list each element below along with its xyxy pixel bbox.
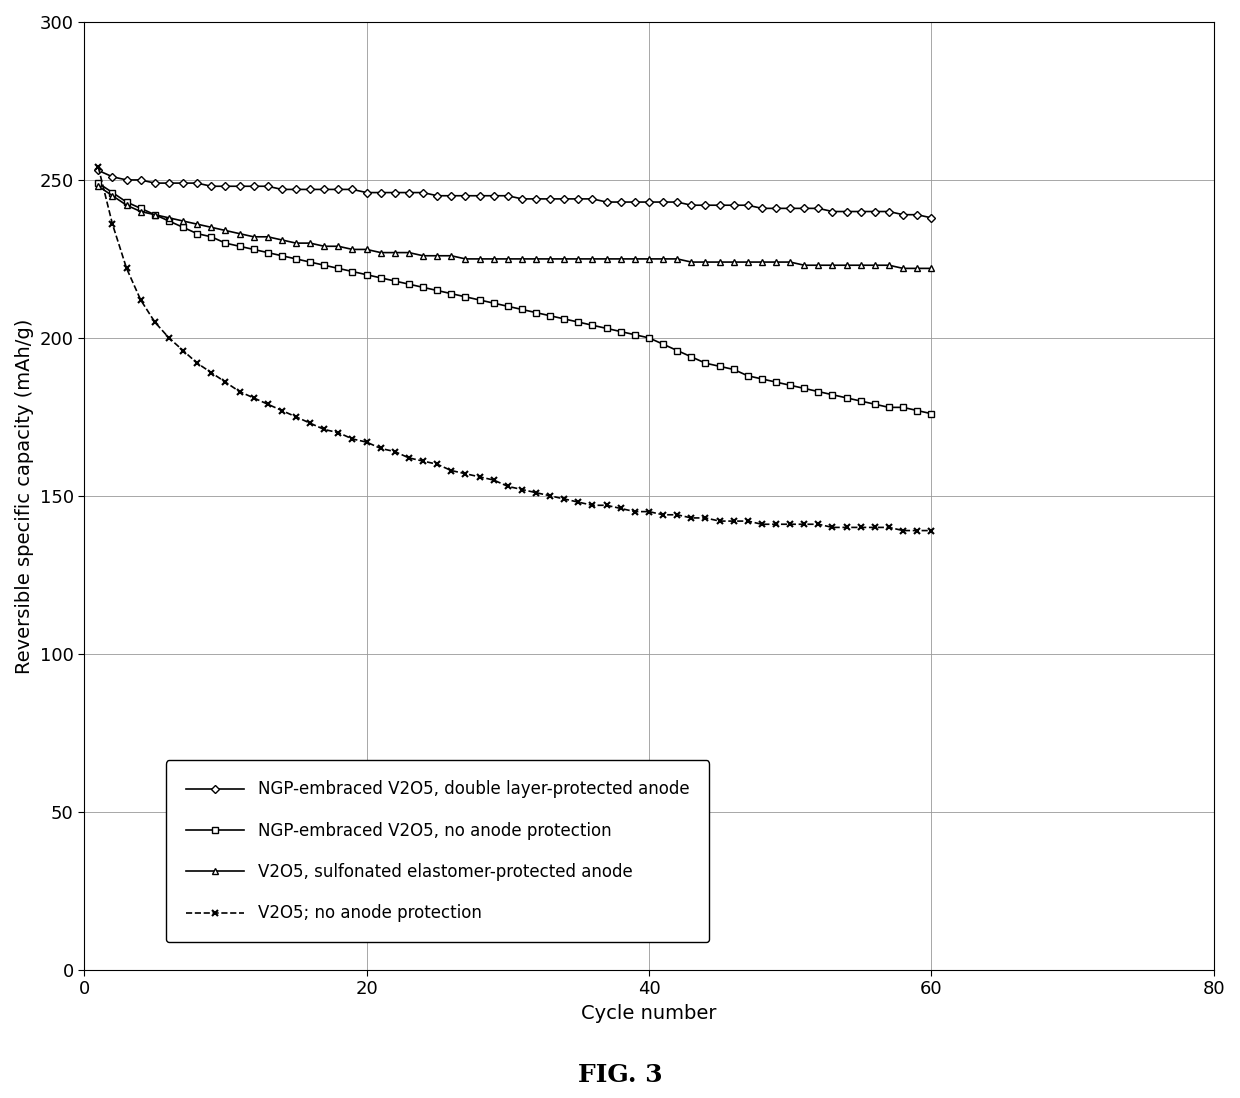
NGP-embraced V2O5, double layer-protected anode — [91, 164, 105, 177]
V2O5, sulfonated elastomer-protected anode — [373, 246, 388, 259]
V2O5, sulfonated elastomer-protected anode — [895, 261, 910, 274]
V2O5; no anode protection — [360, 436, 374, 449]
V2O5; no anode protection — [91, 160, 105, 173]
V2O5; no anode protection — [303, 416, 317, 429]
NGP-embraced V2O5, double layer-protected anode — [373, 186, 388, 199]
Y-axis label: Reversible specific capacity (mAh/g): Reversible specific capacity (mAh/g) — [15, 318, 33, 673]
V2O5, sulfonated elastomer-protected anode — [232, 227, 247, 240]
NGP-embraced V2O5, no anode protection — [924, 407, 939, 421]
X-axis label: Cycle number: Cycle number — [582, 1004, 717, 1022]
NGP-embraced V2O5, double layer-protected anode — [360, 186, 374, 199]
NGP-embraced V2O5, no anode protection — [91, 177, 105, 190]
NGP-embraced V2O5, no anode protection — [331, 261, 346, 274]
NGP-embraced V2O5, no anode protection — [303, 256, 317, 269]
NGP-embraced V2O5, double layer-protected anode — [303, 183, 317, 197]
V2O5; no anode protection — [373, 441, 388, 455]
V2O5; no anode protection — [924, 524, 939, 537]
V2O5; no anode protection — [614, 502, 629, 515]
V2O5; no anode protection — [895, 524, 910, 537]
Line: V2O5, sulfonated elastomer-protected anode: V2O5, sulfonated elastomer-protected ano… — [95, 183, 934, 271]
V2O5, sulfonated elastomer-protected anode — [360, 243, 374, 256]
NGP-embraced V2O5, double layer-protected anode — [614, 195, 629, 209]
V2O5, sulfonated elastomer-protected anode — [331, 239, 346, 253]
NGP-embraced V2O5, no anode protection — [360, 268, 374, 281]
V2O5, sulfonated elastomer-protected anode — [91, 180, 105, 193]
V2O5; no anode protection — [331, 426, 346, 439]
NGP-embraced V2O5, double layer-protected anode — [924, 211, 939, 224]
V2O5; no anode protection — [232, 385, 247, 399]
Text: FIG. 3: FIG. 3 — [578, 1063, 662, 1087]
V2O5, sulfonated elastomer-protected anode — [924, 261, 939, 274]
Line: NGP-embraced V2O5, double layer-protected anode: NGP-embraced V2O5, double layer-protecte… — [95, 168, 934, 221]
NGP-embraced V2O5, no anode protection — [232, 239, 247, 253]
NGP-embraced V2O5, double layer-protected anode — [331, 183, 346, 197]
V2O5, sulfonated elastomer-protected anode — [614, 253, 629, 266]
NGP-embraced V2O5, no anode protection — [614, 325, 629, 338]
V2O5, sulfonated elastomer-protected anode — [303, 236, 317, 249]
Line: V2O5; no anode protection: V2O5; no anode protection — [95, 164, 935, 534]
NGP-embraced V2O5, no anode protection — [373, 271, 388, 284]
NGP-embraced V2O5, double layer-protected anode — [232, 180, 247, 193]
Line: NGP-embraced V2O5, no anode protection: NGP-embraced V2O5, no anode protection — [95, 180, 934, 416]
Legend: NGP-embraced V2O5, double layer-protected anode, NGP-embraced V2O5, no anode pro: NGP-embraced V2O5, double layer-protecte… — [166, 760, 709, 942]
